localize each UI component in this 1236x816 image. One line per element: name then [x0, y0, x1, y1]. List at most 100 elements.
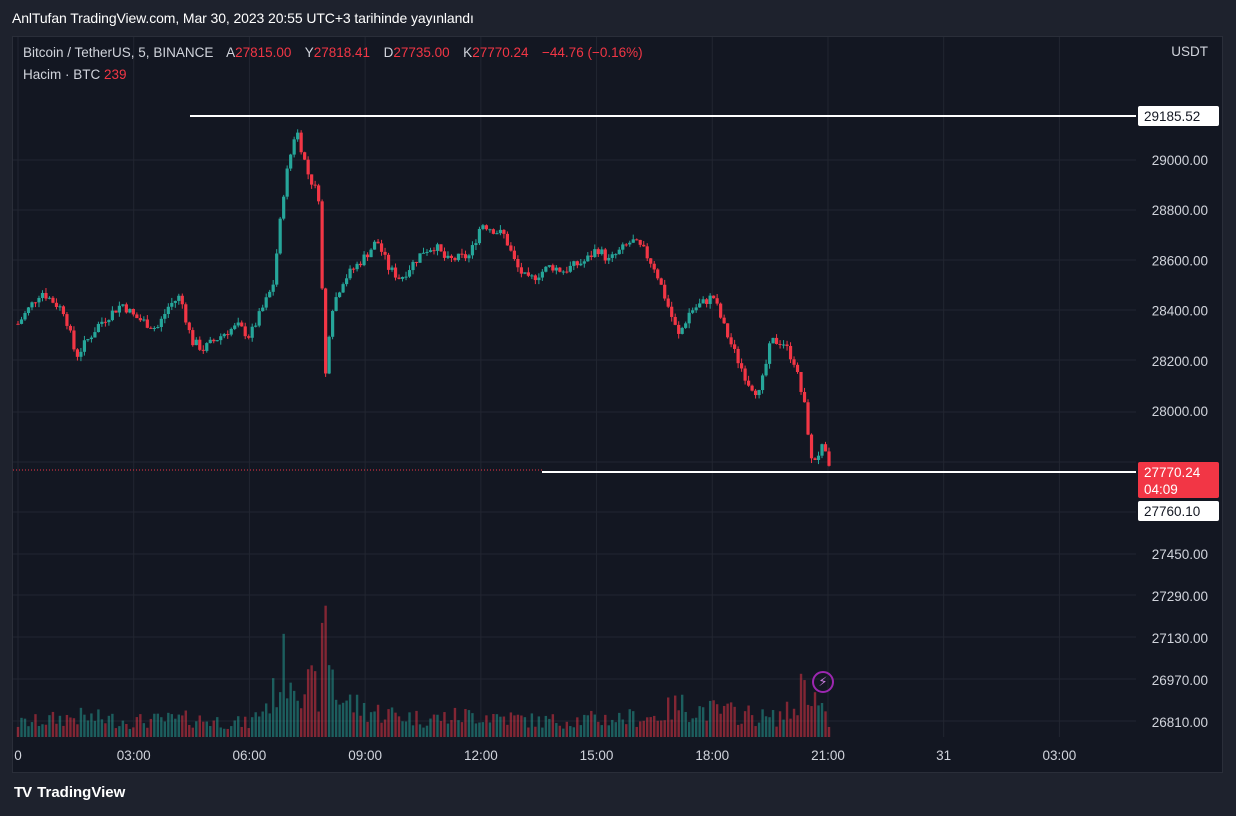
candle-body: [687, 312, 691, 324]
candle-body: [324, 288, 328, 374]
volume-bar: [796, 715, 799, 737]
candle-body: [372, 241, 377, 250]
candle-body: [642, 244, 646, 247]
open-value: 27815.00: [235, 45, 292, 60]
volume-bar: [813, 692, 817, 737]
volume-bar: [376, 704, 380, 737]
volume-bar: [474, 723, 478, 737]
candle-body: [121, 304, 125, 306]
candle-body: [156, 326, 160, 328]
candle-body: [425, 251, 429, 253]
candle-body: [719, 303, 723, 318]
volume-bar: [327, 665, 331, 737]
candle-body: [512, 250, 516, 259]
volume-bar: [299, 708, 303, 737]
candle-body: [261, 307, 265, 312]
volume-bar: [590, 710, 593, 737]
symbol-name[interactable]: Bitcoin / TetherUS, 5, BINANCE: [23, 45, 214, 60]
candle-body: [568, 265, 572, 272]
candle-body: [79, 351, 83, 357]
volume-bar: [600, 725, 603, 737]
volume-bar: [670, 719, 673, 737]
tradingview-footer[interactable]: TV TradingView: [14, 784, 125, 801]
volume-bar: [90, 713, 93, 737]
volume-bar: [478, 722, 481, 737]
volume-bar: [30, 722, 34, 737]
candle-body: [820, 444, 824, 456]
volume-bar: [548, 718, 551, 737]
volume-bar: [362, 702, 366, 737]
volume-bar: [205, 721, 208, 737]
candle-body: [743, 368, 747, 381]
candle-body: [802, 391, 807, 403]
volume-bar: [726, 703, 729, 737]
volume-bar: [422, 727, 425, 737]
candle-body: [117, 305, 121, 313]
volume-bar: [625, 724, 628, 737]
volume-bar: [216, 717, 219, 737]
volume-bar: [824, 711, 827, 737]
volume-bar: [597, 721, 600, 737]
volume-bar: [163, 721, 167, 737]
chart-canvas[interactable]: 29000.00 28800.00 28600.00 28400.00 28200.00…: [13, 37, 1222, 772]
candle-body: [250, 326, 254, 338]
x-axis-label: 31: [936, 748, 951, 763]
chart-frame[interactable]: 29000.00 28800.00 28600.00 28400.00 28200.00…: [12, 36, 1223, 773]
volume-bar: [348, 694, 352, 737]
candle-body: [44, 292, 48, 299]
volume-bar: [41, 724, 44, 737]
candle-body: [656, 269, 660, 279]
candle-body: [463, 254, 468, 259]
lightning-icon[interactable]: ⚡: [812, 671, 834, 693]
candle-body: [806, 402, 810, 435]
volume-bar: [740, 723, 743, 737]
candle-body: [523, 272, 527, 274]
close-value: 27770.24: [472, 45, 529, 60]
candle-body: [488, 229, 492, 231]
lower-line-price-tag: 27760.10: [1144, 504, 1200, 519]
candle-body: [526, 272, 530, 276]
candle-body: [750, 385, 754, 391]
open-label: A: [226, 45, 236, 60]
candle-body: [331, 310, 335, 337]
volume-bar: [355, 694, 359, 737]
volume-bar: [628, 709, 631, 737]
volume-bar: [544, 715, 548, 737]
volume-bar: [778, 711, 782, 737]
candle-body: [799, 372, 803, 392]
volume-bar: [233, 720, 236, 737]
volume-bar: [415, 710, 418, 737]
volume-bar: [583, 714, 586, 737]
volume-bar: [747, 705, 750, 737]
y-axis-label: 26810.00: [1152, 715, 1208, 730]
volume-bar: [223, 728, 226, 737]
volume-bar: [296, 700, 299, 737]
volume-bar: [495, 714, 499, 737]
candle-body: [173, 300, 177, 303]
upper-line-price-tag-bg: [1138, 106, 1219, 126]
x-axis-label: 03:00: [1042, 748, 1076, 763]
y-axis-label: 28400.00: [1152, 304, 1208, 319]
volume-bar: [65, 714, 69, 737]
candle-body: [313, 184, 317, 186]
volume-bar: [69, 717, 72, 737]
volume-bar: [104, 723, 107, 737]
volume-bar: [506, 724, 509, 737]
candle-body: [320, 201, 324, 289]
volume-bar: [289, 682, 292, 737]
candle-body: [670, 306, 674, 317]
y-axis-label: 28800.00: [1152, 203, 1208, 218]
volume-bar: [712, 700, 715, 737]
candle-body: [442, 251, 447, 258]
volume-bar: [708, 700, 712, 737]
volume-bar: [111, 713, 114, 737]
candle-body: [344, 278, 349, 285]
candle-body: [264, 297, 268, 308]
volume-bar: [170, 714, 174, 737]
volume-info: Hacim · BTC 239: [23, 67, 127, 82]
volume-label[interactable]: Hacim · BTC: [23, 67, 101, 82]
volume-bar: [698, 706, 701, 737]
candle-body: [317, 185, 321, 202]
tradingview-logo-icon: TV: [14, 784, 32, 801]
candle-body: [58, 306, 62, 308]
